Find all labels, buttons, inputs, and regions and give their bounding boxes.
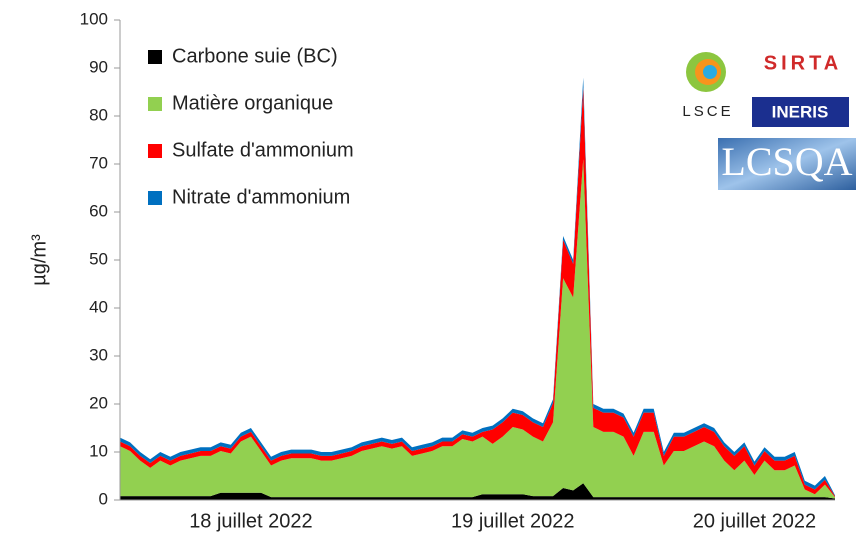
area — [120, 483, 835, 500]
y-tick-label: 30 — [89, 345, 108, 364]
y-tick-label: 20 — [89, 393, 108, 412]
x-tick-label: 18 juillet 2022 — [189, 510, 312, 532]
legend-label: Sulfate d'ammonium — [172, 139, 354, 161]
area — [120, 87, 835, 498]
legend-swatch — [148, 144, 162, 158]
logo-text: LCSQA — [721, 139, 852, 184]
legend-swatch — [148, 191, 162, 205]
y-tick-label: 100 — [80, 9, 108, 28]
logo-text: LSCE — [682, 103, 733, 120]
logo-text: SIRTA — [764, 52, 843, 74]
x-tick-label: 19 juillet 2022 — [451, 510, 574, 532]
y-tick-label: 10 — [89, 441, 108, 460]
y-tick-label: 80 — [89, 105, 108, 124]
logo-shape — [718, 138, 856, 190]
logos: LSCE SIRTA INERIS LCSQA — [682, 52, 856, 190]
y-tick-label: 40 — [89, 297, 108, 316]
area — [120, 159, 835, 499]
legend-label: Nitrate d'ammonium — [172, 186, 350, 208]
y-axis-label: µg/m³ — [28, 234, 50, 286]
logo-shape — [703, 65, 717, 79]
y-tick-label: 90 — [89, 57, 108, 76]
legend-label: Matière organique — [172, 92, 333, 114]
legend-swatch — [148, 50, 162, 64]
logo-shape — [752, 97, 849, 127]
x-tick-label: 20 juillet 2022 — [693, 510, 816, 532]
y-tick-label: 60 — [89, 201, 108, 220]
y-tick-label: 50 — [89, 249, 108, 268]
y-tick-label: 70 — [89, 153, 108, 172]
y-tick-label: 0 — [99, 489, 108, 508]
logo-text: INERIS — [772, 102, 829, 121]
legend-label: Carbone suie (BC) — [172, 45, 338, 67]
legend-swatch — [148, 97, 162, 111]
